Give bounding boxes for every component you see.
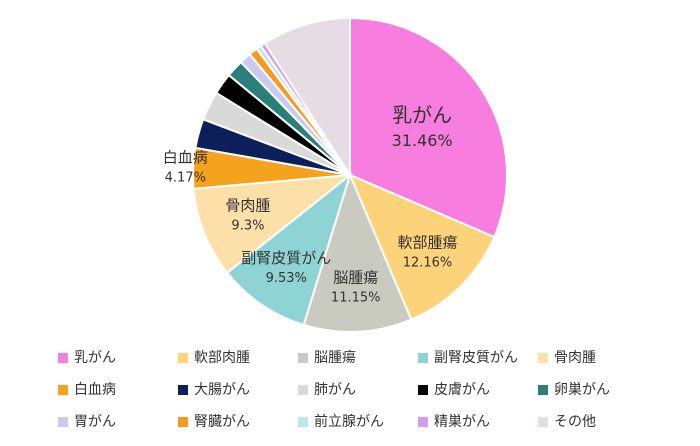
legend-swatch — [538, 417, 548, 427]
slice-value-label: 9.3% — [231, 218, 264, 233]
legend-swatch — [298, 353, 308, 363]
slice-label: 白血病 — [163, 148, 208, 166]
legend-label: 胃がん — [74, 414, 116, 430]
legend-label: 骨肉腫 — [554, 350, 596, 366]
slice-value-label: 11.15% — [331, 290, 381, 305]
slice-label: 骨肉腫 — [225, 196, 270, 214]
pie-slice — [263, 16, 351, 179]
pie-slice — [348, 173, 496, 321]
legend-swatch — [538, 385, 548, 395]
legend-swatch — [178, 385, 188, 395]
slice-label: 軟部腫瘍 — [398, 233, 458, 251]
slice-label: 脳腫瘍 — [333, 268, 378, 286]
legend-label: 腎臓がん — [194, 414, 250, 430]
legend-swatch — [418, 353, 428, 363]
legend-label: 白血病 — [74, 382, 116, 398]
slice-value-label: 31.46% — [392, 131, 453, 150]
legend-swatch — [178, 353, 188, 363]
legend-swatch — [58, 417, 68, 427]
slice-value-label: 9.53% — [266, 271, 307, 286]
legend-label: 皮膚がん — [434, 382, 490, 398]
legend-label: 軟部肉腫 — [194, 350, 250, 366]
legend-label: 卵巣がん — [554, 382, 610, 398]
legend-swatch — [538, 353, 548, 363]
slice-label: 副腎皮質がん — [241, 249, 331, 267]
legend-swatch — [418, 385, 428, 395]
pie-slice — [225, 172, 352, 327]
legend-swatch — [298, 417, 308, 427]
legend-swatch — [58, 353, 68, 363]
legend-swatch — [418, 417, 428, 427]
legend-label: 肺がん — [314, 382, 356, 398]
legend-label: 脳腫瘍 — [314, 349, 356, 366]
slice-label: 乳がん — [392, 103, 452, 127]
legend-label: 精巣がん — [434, 414, 490, 430]
slice-value-label: 4.17% — [165, 170, 206, 185]
pie-slice — [349, 16, 508, 239]
legend-label: 前立腺がん — [314, 413, 384, 430]
legend-label: その他 — [554, 414, 596, 430]
legend-swatch — [178, 417, 188, 427]
legend-swatch — [58, 385, 68, 395]
pie-slice — [302, 172, 413, 333]
legend-label: 副腎皮質がん — [434, 350, 518, 366]
slice-value-label: 12.16% — [403, 255, 453, 270]
pie-slice — [192, 173, 354, 275]
legend-label: 乳がん — [74, 350, 116, 366]
legend-swatch — [298, 385, 308, 395]
legend-label: 大腸がん — [194, 382, 250, 398]
